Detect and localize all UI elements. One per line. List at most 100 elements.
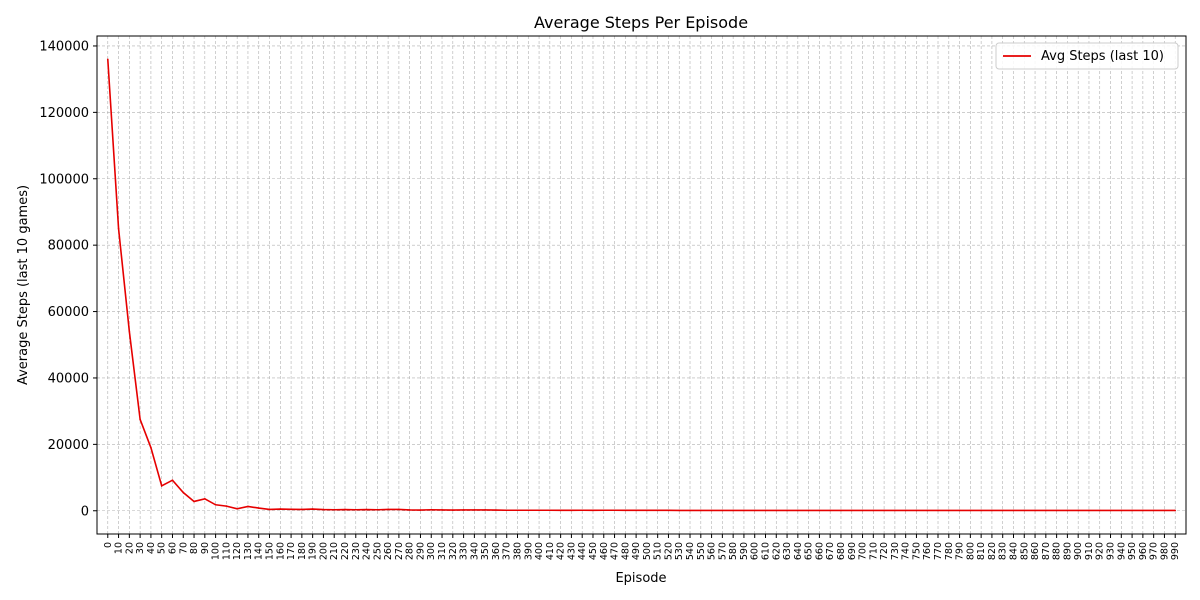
x-tick-label: 460 bbox=[599, 542, 610, 560]
x-tick-label: 220 bbox=[340, 542, 351, 560]
x-tick-label: 940 bbox=[1116, 542, 1127, 560]
x-tick-label: 850 bbox=[1019, 542, 1030, 560]
data-point bbox=[171, 479, 174, 482]
x-tick-label: 930 bbox=[1106, 542, 1117, 560]
data-point bbox=[408, 509, 411, 511]
legend-label: Avg Steps (last 10) bbox=[1041, 49, 1164, 64]
x-axis-ticks: 0 10 20 30 40 50 60 70 80 90 100 110 120 130 140 150 160… bbox=[103, 534, 1181, 560]
chart-title: Average Steps Per Episode bbox=[534, 13, 748, 32]
data-point bbox=[1023, 509, 1026, 512]
data-point bbox=[1001, 509, 1004, 512]
x-tick-label: 370 bbox=[502, 542, 513, 560]
x-tick-label: 30 bbox=[135, 542, 146, 554]
x-tick-label: 20 bbox=[124, 542, 135, 554]
x-tick-label: 710 bbox=[868, 542, 879, 560]
data-point bbox=[1142, 509, 1144, 512]
data-point bbox=[365, 508, 368, 511]
data-point bbox=[991, 509, 993, 512]
y-axis-label: Average Steps (last 10 games) bbox=[16, 185, 31, 385]
y-tick-label: 140000 bbox=[39, 39, 89, 54]
x-tick-label: 730 bbox=[890, 542, 901, 560]
data-point bbox=[1045, 509, 1047, 512]
x-tick-label: 570 bbox=[717, 542, 728, 560]
x-tick-label: 430 bbox=[566, 542, 577, 560]
data-point bbox=[247, 505, 249, 508]
x-tick-label: 500 bbox=[642, 542, 653, 560]
x-tick-label: 90 bbox=[200, 542, 211, 554]
x-tick-label: 610 bbox=[760, 542, 771, 560]
x-tick-label: 310 bbox=[437, 542, 448, 560]
data-point bbox=[721, 509, 724, 512]
plot-area-frame bbox=[96, 35, 1187, 535]
x-tick-label: 450 bbox=[588, 542, 599, 560]
x-tick-label: 390 bbox=[523, 542, 534, 560]
x-tick-label: 250 bbox=[372, 542, 383, 560]
data-point bbox=[1055, 509, 1058, 512]
data-point bbox=[311, 508, 314, 510]
data-point bbox=[850, 509, 853, 512]
y-axis-ticks: 0 20000 40000 60000 80000 100000 120000 140000 bbox=[39, 39, 97, 519]
data-point bbox=[915, 509, 918, 512]
data-point bbox=[139, 418, 141, 421]
x-tick-label: 490 bbox=[631, 542, 642, 560]
data-point bbox=[430, 508, 433, 511]
data-point bbox=[624, 509, 627, 512]
x-tick-label: 580 bbox=[728, 542, 739, 560]
data-point bbox=[635, 509, 637, 512]
data-point bbox=[495, 509, 497, 511]
x-tick-label: 480 bbox=[620, 542, 631, 560]
x-tick-label: 70 bbox=[178, 542, 189, 554]
x-tick-label: 440 bbox=[577, 542, 588, 560]
x-tick-label: 200 bbox=[318, 542, 329, 560]
data-point bbox=[797, 509, 799, 512]
data-point bbox=[840, 509, 842, 512]
data-point bbox=[1088, 509, 1090, 512]
x-tick-label: 590 bbox=[739, 542, 750, 560]
x-tick-label: 760 bbox=[922, 542, 933, 560]
x-tick-label: 540 bbox=[685, 542, 696, 560]
data-point bbox=[1109, 509, 1112, 512]
x-tick-label: 190 bbox=[308, 542, 319, 560]
x-tick-label: 0 bbox=[103, 542, 114, 548]
x-tick-label: 830 bbox=[998, 542, 1009, 560]
y-tick-label: 120000 bbox=[39, 106, 89, 121]
x-tick-label: 870 bbox=[1041, 542, 1052, 560]
y-tick-label: 0 bbox=[81, 504, 89, 519]
data-point bbox=[1174, 509, 1177, 512]
data-point bbox=[829, 509, 831, 512]
data-point bbox=[926, 509, 929, 512]
data-point bbox=[883, 509, 885, 512]
x-tick-label: 130 bbox=[243, 542, 254, 560]
data-point bbox=[700, 509, 702, 512]
data-point bbox=[743, 509, 745, 512]
data-point bbox=[549, 509, 551, 512]
legend: Avg Steps (last 10) bbox=[995, 42, 1179, 70]
data-point bbox=[947, 509, 950, 512]
x-tick-label: 150 bbox=[265, 542, 276, 560]
x-tick-label: 720 bbox=[879, 542, 890, 560]
x-tick-label: 810 bbox=[976, 542, 987, 560]
grid bbox=[97, 36, 1186, 534]
data-point bbox=[387, 508, 389, 511]
data-point bbox=[516, 509, 519, 512]
x-tick-label: 470 bbox=[610, 542, 621, 560]
x-tick-label: 240 bbox=[362, 542, 373, 560]
x-tick-label: 790 bbox=[955, 542, 966, 560]
x-tick-label: 670 bbox=[825, 542, 836, 560]
data-point bbox=[980, 509, 982, 512]
x-tick-label: 100 bbox=[211, 542, 222, 560]
x-tick-label: 920 bbox=[1095, 542, 1106, 560]
data-point bbox=[257, 507, 260, 509]
data-point bbox=[214, 503, 217, 506]
x-tick-label: 680 bbox=[836, 542, 847, 560]
data-point bbox=[807, 509, 810, 512]
x-tick-label: 600 bbox=[750, 542, 761, 560]
data-point bbox=[894, 509, 896, 512]
data-point bbox=[732, 509, 734, 512]
x-tick-label: 340 bbox=[469, 542, 480, 560]
x-tick-label: 320 bbox=[448, 542, 459, 560]
data-point bbox=[678, 509, 681, 512]
data-point bbox=[419, 509, 422, 511]
x-tick-label: 170 bbox=[286, 542, 297, 560]
data-point bbox=[268, 508, 271, 511]
